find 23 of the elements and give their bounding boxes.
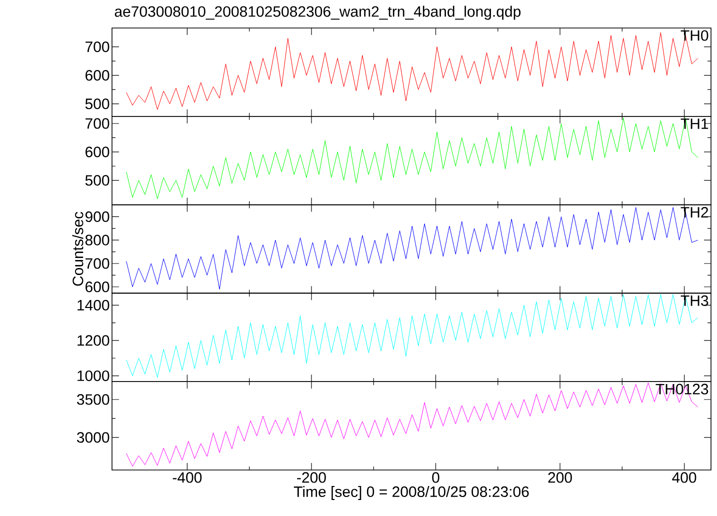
y-tick-label: 800 xyxy=(85,234,110,246)
chart-title: ae703008010_20081025082306_wam2_trn_4band_long.qdp xyxy=(114,6,521,20)
y-tick-label: 1000 xyxy=(78,370,110,382)
y-tick-label: 500 xyxy=(85,98,110,110)
y-tick-label: 3500 xyxy=(77,394,110,405)
y-tick-label: 900 xyxy=(85,211,110,222)
y-tick-label: 700 xyxy=(86,258,110,269)
y-tick-label: 700 xyxy=(86,118,110,129)
y-tick-label: 1400 xyxy=(78,300,110,310)
x-tick-label: 200 xyxy=(548,472,572,483)
x-tick-label: 400 xyxy=(672,472,696,483)
y-tick-label: 3000 xyxy=(77,432,110,443)
x-tick-label: -400 xyxy=(172,472,202,483)
x-axis-title: Time [sec] 0 = 2008/10/25 08:23:06 xyxy=(294,486,529,500)
x-tick-label: 0 xyxy=(432,472,440,483)
y-tick-label: 500 xyxy=(85,175,110,186)
y-tick-label: 1200 xyxy=(78,335,110,346)
y-axis-title: Counts/sec xyxy=(72,212,84,286)
y-tick-label: 600 xyxy=(86,146,110,158)
y-tick-label: 700 xyxy=(86,42,110,52)
y-tick-label: 600 xyxy=(86,282,110,292)
x-tick-label: -200 xyxy=(297,472,326,483)
y-tick-label: 600 xyxy=(86,70,110,81)
